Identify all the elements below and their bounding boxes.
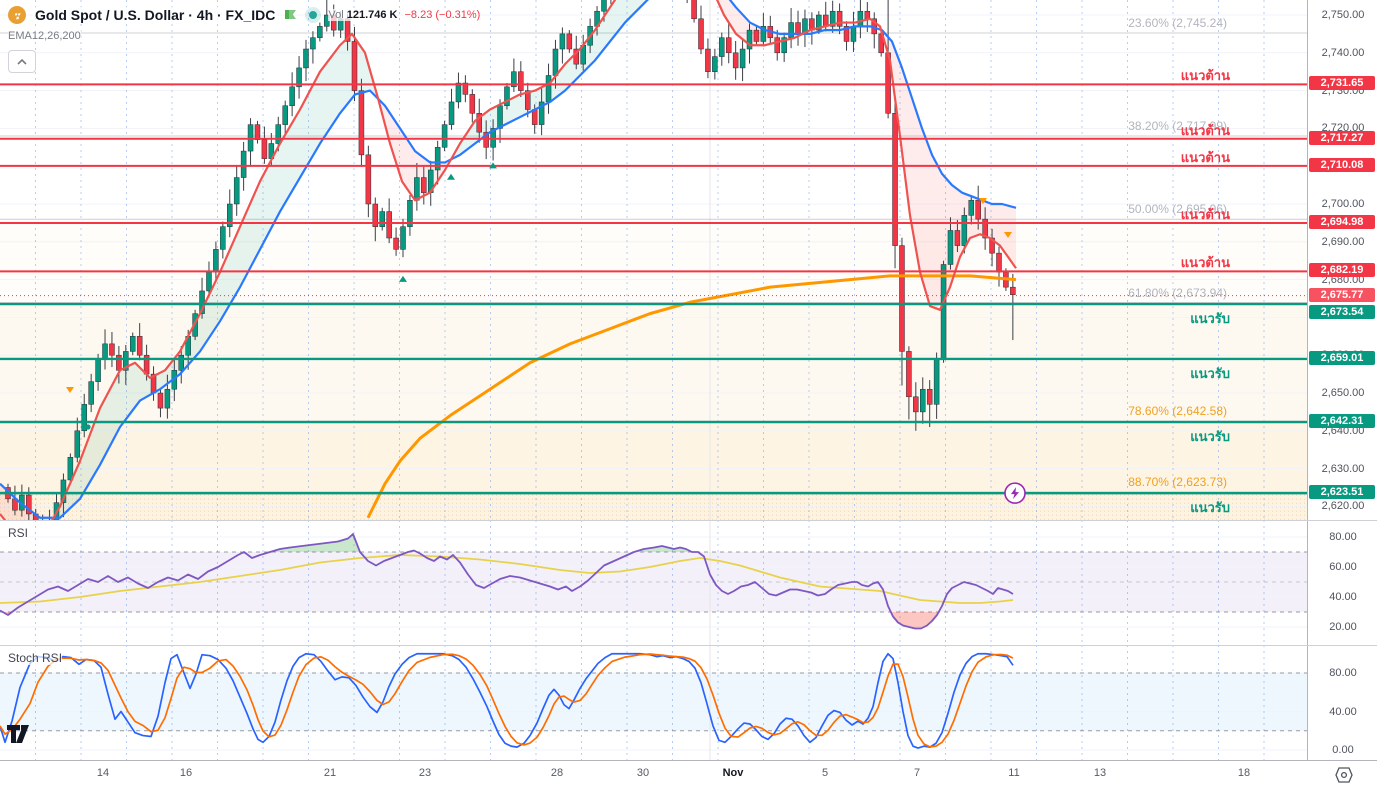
price-tick-label: 2,620.00 bbox=[1321, 500, 1365, 513]
buy-marker-icon bbox=[399, 275, 407, 282]
stoch-tick-label: 40.00 bbox=[1329, 705, 1357, 718]
stoch-d-line bbox=[0, 653, 1014, 748]
ema26-line bbox=[0, 0, 1017, 519]
rsi-ma-line bbox=[0, 554, 1014, 604]
gold-coin-icon bbox=[8, 6, 26, 24]
stoch-rsi-chart bbox=[0, 645, 1307, 760]
price-tick-label: 2,740.00 bbox=[1321, 46, 1365, 59]
stoch-tick-label: 80.00 bbox=[1329, 667, 1357, 679]
pane-divider[interactable] bbox=[0, 645, 1377, 646]
ema12-line bbox=[0, 0, 1017, 520]
time-tick-label: 11 bbox=[1008, 767, 1020, 779]
fib-level-label: 23.60% (2,745.24) bbox=[1128, 15, 1227, 30]
time-tick-label: 30 bbox=[636, 767, 650, 779]
candlestick-chart bbox=[0, 0, 1307, 520]
volume-readout: Vol 121.746 K bbox=[328, 9, 398, 21]
symbol-legend[interactable]: Gold Spot / U.S. Dollar · 4h · FX_IDC Vo… bbox=[8, 6, 481, 24]
threshold-fill bbox=[634, 546, 692, 552]
support-price-badge[interactable]: 2,642.31 bbox=[1309, 414, 1375, 429]
time-tick-label: 21 bbox=[323, 767, 337, 779]
rsi-band bbox=[0, 552, 1307, 612]
fib-level-label: 61.80% (2,673.94) bbox=[1128, 285, 1227, 300]
ema-indicator-legend[interactable]: EMA12,26,200 bbox=[8, 30, 81, 42]
resistance-price-badge[interactable]: 2,694.98 bbox=[1309, 214, 1375, 229]
stoch-tick-label: 0.00 bbox=[1332, 744, 1354, 756]
ema-ribbon-fill bbox=[0, 483, 48, 520]
price-tick-label: 2,700.00 bbox=[1321, 198, 1365, 210]
sell-marker-icon bbox=[1004, 232, 1012, 239]
rsi-line bbox=[0, 533, 1014, 630]
flag-icon[interactable] bbox=[284, 9, 298, 21]
resistance-price-badge[interactable]: 2,717.27 bbox=[1309, 130, 1375, 145]
price-tick-label: 2,630.00 bbox=[1321, 462, 1365, 475]
rsi-pane[interactable]: RSI bbox=[0, 520, 1307, 645]
time-tick-label: 28 bbox=[550, 767, 564, 779]
resistance-label: แนวต้าน bbox=[1180, 149, 1230, 165]
time-tick-label: 16 bbox=[179, 767, 193, 779]
time-tick-label: 13 bbox=[1093, 767, 1107, 779]
time-tick-label: 18 bbox=[1237, 767, 1251, 779]
rsi-pane-label[interactable]: RSI bbox=[8, 526, 29, 540]
pane-divider[interactable] bbox=[0, 520, 1377, 521]
resistance-label: แนวต้าน bbox=[1180, 255, 1230, 271]
price-pane[interactable]: 23.60% (2,745.24) 38.20% (2,717.99) 50.00%… bbox=[0, 0, 1307, 520]
support-price-badge[interactable]: 2,659.01 bbox=[1309, 350, 1375, 365]
support-label: แนวรับ bbox=[1190, 365, 1230, 381]
support-label: แนวรับ bbox=[1190, 429, 1230, 445]
symbol-title[interactable]: Gold Spot / U.S. Dollar · 4h · FX_IDC bbox=[33, 7, 278, 23]
buy-marker-icon bbox=[447, 173, 455, 180]
stoch-rsi-pane[interactable]: Stoch RSI bbox=[0, 645, 1307, 760]
time-scale[interactable]: 14 16 21 23 28 30 Nov 5 7 11 13 18 bbox=[0, 760, 1377, 788]
rsi-tick-label: 20.00 bbox=[1329, 621, 1357, 633]
time-tick-label: Nov bbox=[722, 767, 744, 779]
alert-icon[interactable] bbox=[1004, 482, 1026, 504]
resistance-price-badge[interactable]: 2,731.65 bbox=[1309, 76, 1375, 91]
fib-level-label: 38.20% (2,717.99) bbox=[1128, 118, 1227, 133]
support-label: แนวรับ bbox=[1190, 311, 1230, 327]
support-price-badge[interactable]: 2,623.51 bbox=[1309, 485, 1375, 500]
fib-level-label: 78.60% (2,642.58) bbox=[1128, 404, 1227, 419]
scale-settings-icon[interactable] bbox=[1334, 766, 1354, 788]
time-tick-label: 7 bbox=[913, 767, 921, 779]
fib-zone bbox=[0, 219, 1307, 302]
time-tick-label: 5 bbox=[821, 767, 829, 779]
price-change: −8.23 (−0.31%) bbox=[404, 9, 481, 21]
price-tick-label: 2,690.00 bbox=[1321, 235, 1365, 248]
rsi-tick-label: 60.00 bbox=[1329, 561, 1357, 573]
fib-zone bbox=[0, 421, 1307, 493]
price-tick-label: 2,750.00 bbox=[1321, 9, 1365, 21]
sell-marker-icon bbox=[979, 198, 987, 204]
sell-marker-icon bbox=[66, 387, 74, 393]
last-price-badge[interactable]: 2,675.77 bbox=[1309, 287, 1375, 302]
ema200-line bbox=[366, 274, 1017, 519]
rsi-tick-label: 40.00 bbox=[1329, 591, 1357, 603]
price-scale[interactable]: 2,750.002,740.002,730.002,720.002,710.00… bbox=[1307, 0, 1377, 760]
rsi-chart bbox=[0, 520, 1307, 645]
fib-zone bbox=[0, 302, 1307, 422]
time-tick-label: 23 bbox=[418, 767, 432, 779]
resistance-price-badge[interactable]: 2,682.19 bbox=[1309, 263, 1375, 278]
price-tick-label: 2,650.00 bbox=[1321, 387, 1365, 399]
support-label: แนวรับ bbox=[1190, 500, 1230, 516]
stoch-k-line bbox=[0, 652, 1014, 749]
volume-value: 121.746 K bbox=[346, 9, 398, 21]
resistance-label: แนวต้าน bbox=[1180, 206, 1230, 222]
status-dot-icon[interactable] bbox=[305, 7, 322, 23]
collapse-pane-button[interactable] bbox=[8, 50, 36, 73]
dot-marker-icon bbox=[85, 424, 91, 430]
time-tick-label: 14 bbox=[96, 767, 110, 779]
support-price-badge[interactable]: 2,673.54 bbox=[1309, 305, 1375, 320]
resistance-label: แนวต้าน bbox=[1180, 122, 1230, 138]
stoch-rsi-pane-label[interactable]: Stoch RSI bbox=[8, 651, 63, 665]
ema-ribbon-fill bbox=[48, 33, 376, 520]
resistance-label: แนวต้าน bbox=[1180, 68, 1230, 84]
rsi-tick-label: 80.00 bbox=[1329, 531, 1357, 543]
buy-marker-icon bbox=[489, 162, 497, 169]
stoch-band bbox=[0, 673, 1307, 731]
fib-level-label: 50.00% (2,695.96) bbox=[1128, 202, 1227, 217]
resistance-price-badge[interactable]: 2,710.08 bbox=[1309, 157, 1375, 172]
fib-level-label: 88.70% (2,623.73) bbox=[1128, 475, 1227, 490]
